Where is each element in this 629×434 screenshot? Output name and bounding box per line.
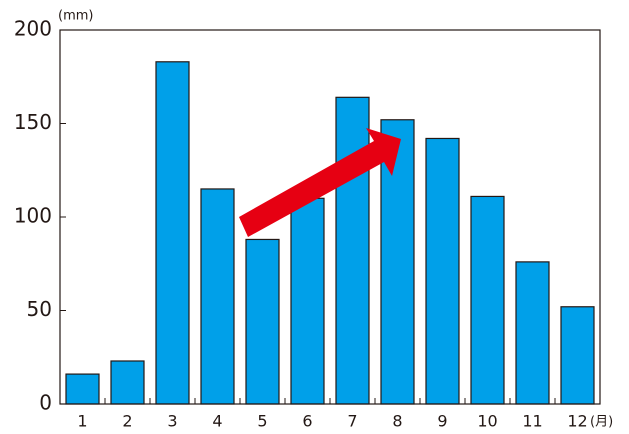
x-tick-label: 7 [347, 412, 357, 431]
y-tick-label: 50 [27, 297, 52, 321]
bar [515, 261, 550, 405]
x-tick-label: 5 [257, 412, 267, 431]
x-tick-label: 2 [122, 412, 132, 431]
y-tick-label: 0 [39, 391, 52, 415]
y-tick-label: 150 [14, 110, 52, 134]
bar [425, 137, 460, 405]
bar [290, 197, 325, 405]
x-tick-label: 9 [437, 412, 447, 431]
y-unit: (mm) [58, 9, 93, 24]
x-tick-label: 6 [302, 412, 312, 431]
y-tick-label: 200 [14, 17, 52, 41]
x-tick-label: 11 [522, 412, 542, 431]
bar [560, 306, 595, 405]
bar [110, 360, 145, 405]
x-unit: (月) [590, 415, 613, 430]
x-tick-label: 3 [167, 412, 177, 431]
trend-arrow [239, 128, 401, 237]
bar [200, 188, 235, 405]
plot-frame [59, 29, 601, 405]
bar [155, 61, 190, 405]
x-tick-label: 12 [567, 412, 587, 431]
y-tick-label: 100 [14, 204, 52, 228]
x-tick-label: 8 [392, 412, 402, 431]
bar [335, 96, 370, 405]
x-tick-label: 10 [477, 412, 497, 431]
bar [65, 373, 100, 405]
x-tick-label: 1 [77, 412, 87, 431]
bar [245, 238, 280, 405]
bar [470, 195, 505, 405]
x-tick-label: 4 [212, 412, 222, 431]
